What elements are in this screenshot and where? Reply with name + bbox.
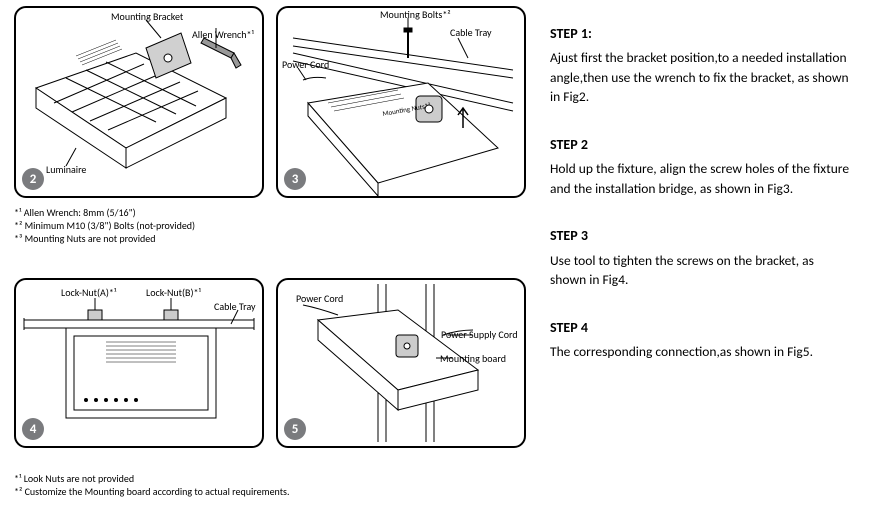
label-cable-tray: Cable Tray bbox=[450, 26, 492, 39]
footnote-line: *² Customize the Mounting board accordin… bbox=[14, 485, 290, 498]
step-4: STEP 4 The corresponding connection,as s… bbox=[550, 318, 850, 362]
footnote-line: *² Minimum M10 (3/8") Bolts (not-provide… bbox=[14, 219, 195, 232]
step-body: Use tool to tighten the screws on the br… bbox=[550, 251, 850, 290]
label-cable-tray-4: Cable Tray bbox=[214, 300, 256, 313]
label-mounting-bracket: Mounting Bracket bbox=[111, 10, 183, 23]
label-power-cord-5: Power Cord bbox=[296, 292, 343, 305]
steps-column: STEP 1: Ajust first the bracket position… bbox=[550, 24, 850, 390]
label-lock-nut-a: Lock-Nut(A)*¹ bbox=[61, 286, 116, 299]
footnote-line: *³ Mounting Nuts are not provided bbox=[14, 232, 195, 245]
step-body: The corresponding connection,as shown in… bbox=[550, 342, 850, 362]
figure-5: Power Cord Power Supply Cord Mounting bo… bbox=[276, 278, 526, 448]
label-luminaire: Luminaire bbox=[46, 163, 86, 176]
figure-badge-4: 4 bbox=[22, 418, 44, 440]
figure-3: Mounting Nuts*³ Mounting Bolts*² Cable T… bbox=[276, 6, 526, 198]
footnotes-top: *¹ Allen Wrench: 8mm (5/16") *² Minimum … bbox=[14, 206, 195, 245]
label-power-supply-cord: Power Supply Cord bbox=[441, 328, 518, 341]
label-lock-nut-b: Lock-Nut(B)*¹ bbox=[146, 286, 201, 299]
footnote-line: *¹ Look Nuts are not provided bbox=[14, 472, 290, 485]
figure-row-2: Lock-Nut(A)*¹ Lock-Nut(B)*¹ Cable Tray 4 bbox=[14, 278, 526, 448]
figure-pair-top: Mounting Bracket Allen Wrench*¹ Luminair… bbox=[14, 6, 526, 198]
figure-badge-3: 3 bbox=[284, 168, 306, 190]
figure-badge-2: 2 bbox=[22, 168, 44, 190]
figure-row-1: Mounting Bracket Allen Wrench*¹ Luminair… bbox=[14, 6, 526, 198]
label-power-cord: Power Cord bbox=[282, 58, 329, 71]
step-2: STEP 2 Hold up the fixture, align the sc… bbox=[550, 135, 850, 198]
step-title: STEP 1: bbox=[550, 24, 850, 44]
label-mounting-board: Mounting board bbox=[440, 352, 506, 365]
step-3: STEP 3 Use tool to tighten the screws on… bbox=[550, 226, 850, 289]
footnote-line: *¹ Allen Wrench: 8mm (5/16") bbox=[14, 206, 195, 219]
label-allen-wrench: Allen Wrench*¹ bbox=[192, 28, 254, 41]
step-title: STEP 4 bbox=[550, 318, 850, 338]
label-mounting-bolts: Mounting Bolts*² bbox=[380, 8, 451, 21]
step-body: Ajust first the bracket position,to a ne… bbox=[550, 48, 850, 107]
figure-badge-5: 5 bbox=[284, 418, 306, 440]
step-title: STEP 3 bbox=[550, 226, 850, 246]
step-title: STEP 2 bbox=[550, 135, 850, 155]
figure-2: Mounting Bracket Allen Wrench*¹ Luminair… bbox=[14, 6, 264, 198]
step-body: Hold up the fixture, align the screw hol… bbox=[550, 159, 850, 198]
figure-4: Lock-Nut(A)*¹ Lock-Nut(B)*¹ Cable Tray 4 bbox=[14, 278, 264, 448]
figure-pair-bottom: Lock-Nut(A)*¹ Lock-Nut(B)*¹ Cable Tray 4 bbox=[14, 278, 526, 448]
step-1: STEP 1: Ajust first the bracket position… bbox=[550, 24, 850, 107]
footnotes-bottom: *¹ Look Nuts are not provided *² Customi… bbox=[14, 472, 290, 498]
